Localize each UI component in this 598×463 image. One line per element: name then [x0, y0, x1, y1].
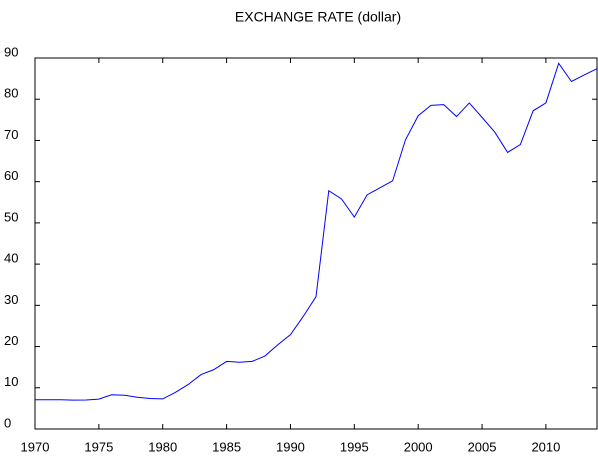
- x-tick-label: 1995: [340, 439, 369, 454]
- x-tick-label: 1970: [21, 439, 50, 454]
- y-tick-label: 20: [4, 333, 18, 348]
- y-tick-label: 10: [4, 374, 18, 389]
- x-tick-label: 1990: [276, 439, 305, 454]
- y-tick-label: 0: [4, 415, 11, 430]
- chart-title: EXCHANGE RATE (dollar): [235, 9, 401, 25]
- y-tick-label: 90: [4, 44, 18, 59]
- plot-frame: [34, 57, 598, 430]
- y-tick-label: 40: [4, 251, 18, 266]
- data-line: [35, 62, 598, 401]
- x-tick-label: 2000: [404, 439, 433, 454]
- y-tick-label: 80: [4, 86, 18, 101]
- x-tick-label: 2005: [468, 439, 497, 454]
- y-tick-label: 30: [4, 292, 18, 307]
- x-tick-label: 2010: [531, 439, 560, 454]
- x-tick-label: 1980: [148, 439, 177, 454]
- y-tick-label: 50: [4, 209, 18, 224]
- y-tick-label: 60: [4, 168, 18, 183]
- y-tick-label: 70: [4, 127, 18, 142]
- x-tick-label: 1985: [212, 439, 241, 454]
- x-tick-label: 1975: [84, 439, 113, 454]
